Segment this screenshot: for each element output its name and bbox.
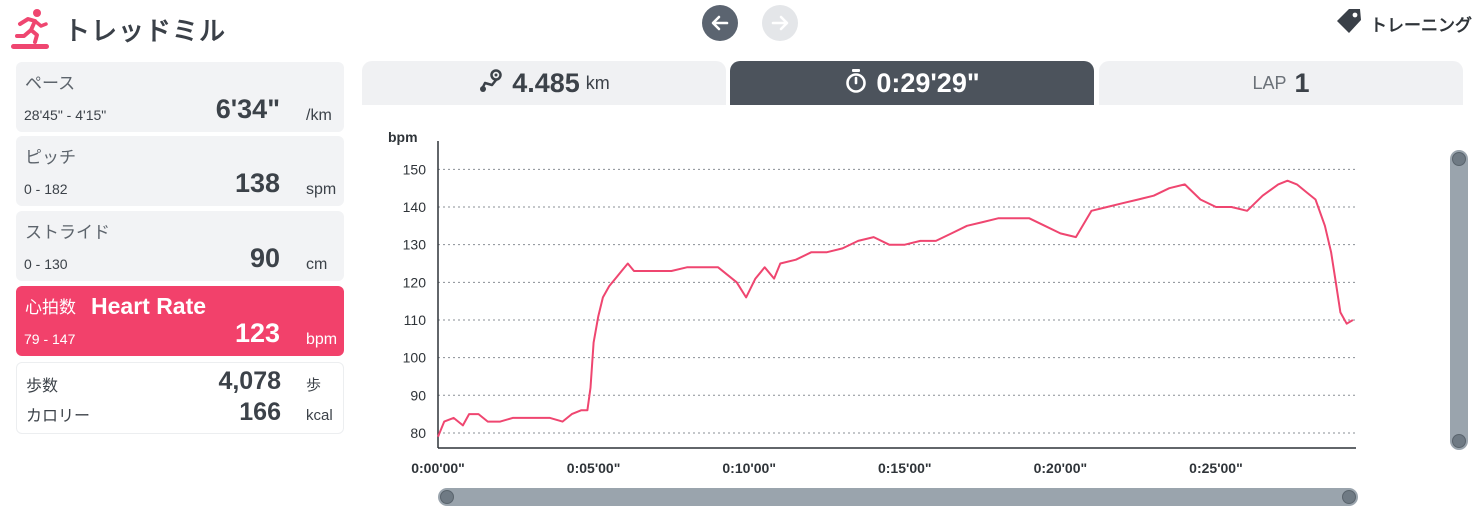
scroll-handle-bottom[interactable] — [1452, 434, 1466, 448]
metric-heart-rate[interactable]: 心拍数 Heart Rate 79 - 147 123 bpm — [16, 286, 344, 356]
y-tick-label: 130 — [403, 237, 427, 253]
series-line-heart-rate — [437, 179, 1354, 438]
distance-unit: km — [585, 72, 610, 93]
metric-value: 6'34" — [215, 94, 280, 124]
metric-range: 28'45" - 4'15" — [24, 107, 107, 123]
header: トレッドミル トレーニング — [0, 0, 1478, 56]
metric-unit: bpm — [306, 331, 338, 348]
tab-lap[interactable]: LAP 1 — [1099, 61, 1463, 105]
x-tick-label: 0:15'00" — [878, 460, 932, 476]
x-tick-label: 0:25'00" — [1189, 460, 1243, 476]
metric-value: 90 — [249, 243, 280, 273]
metric-label: ペース — [25, 74, 76, 93]
tab-time[interactable]: 0:29'29" — [730, 61, 1094, 105]
steps-unit: 歩 — [306, 377, 322, 394]
metric-value: 123 — [234, 318, 280, 348]
distance-value: 4.485 — [512, 67, 580, 98]
treadmill-runner-icon — [8, 6, 52, 50]
next-button[interactable] — [762, 5, 798, 41]
lap-value: 1 — [1294, 67, 1310, 98]
y-tick-label: 90 — [410, 387, 426, 403]
training-label: トレーニング — [1370, 15, 1472, 35]
scroll-handle-right[interactable] — [1342, 490, 1356, 504]
vertical-scrollbar[interactable] — [1450, 150, 1468, 450]
y-tick-label: 80 — [410, 425, 426, 441]
x-tick-label: 0:00'00" — [411, 460, 465, 476]
y-axis-label: bpm — [388, 129, 418, 145]
metric-range: 0 - 182 — [24, 181, 68, 197]
x-tick-label: 0:05'00" — [567, 460, 621, 476]
tab-distance[interactable]: 4.485 km — [362, 61, 726, 105]
x-tick-label: 0:10'00" — [722, 460, 776, 476]
metric-unit: cm — [306, 256, 328, 273]
calories-value: 166 — [239, 398, 281, 426]
time-value: 0:29'29" — [876, 67, 980, 98]
summary-panel: 歩数 4,078 歩 カロリー 166 kcal — [16, 362, 344, 434]
y-tick-label: 150 — [403, 161, 427, 177]
y-tick-label: 140 — [403, 199, 427, 215]
metric-value: 138 — [234, 168, 280, 198]
lap-label: LAP — [1252, 72, 1287, 93]
calories-unit: kcal — [306, 407, 333, 424]
y-tick-label: 120 — [403, 274, 427, 290]
steps-value: 4,078 — [218, 367, 281, 395]
metric-label: 心拍数 — [25, 298, 76, 317]
stopwatch-icon — [844, 68, 868, 99]
scroll-handle-top[interactable] — [1452, 152, 1466, 166]
metric-range: 79 - 147 — [24, 331, 76, 347]
metric-stride[interactable]: ストライド 0 - 130 90 cm — [16, 211, 344, 281]
tag-icon — [1334, 6, 1364, 41]
metric-range: 0 - 130 — [24, 256, 68, 272]
heart-rate-chart: bpm 80 90 100 110 120 130 140 150 0:00'00" 0:05'00… — [388, 129, 1356, 476]
app-title: トレッドミル — [64, 16, 227, 46]
training-button[interactable]: トレーニング — [1334, 8, 1472, 38]
horizontal-scrollbar[interactable] — [438, 488, 1358, 506]
route-pin-icon — [478, 68, 504, 99]
metric-pace[interactable]: ペース 28'45" - 4'15" 6'34" /km — [16, 62, 344, 132]
x-tick-label: 0:20'00" — [1034, 460, 1088, 476]
metric-label: ストライド — [25, 223, 110, 242]
metric-unit: /km — [306, 107, 332, 124]
metric-unit: spm — [306, 181, 337, 198]
prev-button[interactable] — [702, 5, 738, 41]
scroll-handle-left[interactable] — [440, 490, 454, 504]
metric-label: ピッチ — [25, 148, 76, 167]
steps-label: 歩数 — [26, 378, 59, 395]
metric-pitch[interactable]: ピッチ 0 - 182 138 spm — [16, 136, 344, 206]
calories-label: カロリー — [26, 408, 91, 425]
y-tick-label: 100 — [403, 350, 427, 366]
metric-name: Heart Rate — [91, 293, 207, 319]
y-tick-label: 110 — [404, 312, 427, 328]
